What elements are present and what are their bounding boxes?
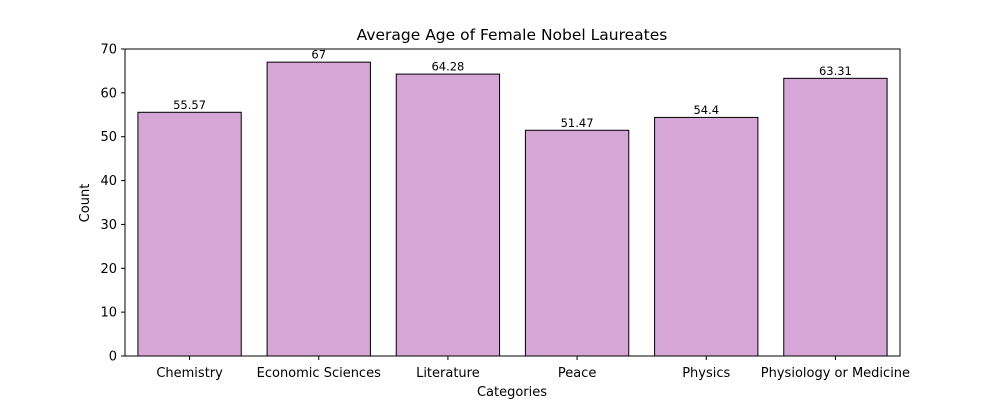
plot-area: 0 10 20 30 40 50 60 70 55.57 Chemistry 67 Economic … xyxy=(100,43,910,382)
data-label: 54.4 xyxy=(693,103,719,117)
y-tick-label: 0 xyxy=(109,350,117,365)
y-tick-label: 10 xyxy=(100,306,117,321)
y-tick-label: 20 xyxy=(100,262,117,277)
y-axis-label: Count xyxy=(78,184,93,223)
y-tick-label: 70 xyxy=(100,43,117,58)
data-label: 67 xyxy=(311,48,326,62)
bar-peace xyxy=(524,129,630,357)
data-label: 64.28 xyxy=(431,60,464,74)
data-label: 55.57 xyxy=(173,98,206,112)
x-tick-label: Physiology or Medicine xyxy=(761,366,910,381)
chart-title: Average Age of Female Nobel Laureates xyxy=(357,26,668,44)
plot-frame xyxy=(124,48,901,357)
x-axis-label: Categories xyxy=(477,385,547,400)
bar-physics xyxy=(654,116,759,357)
y-tick-label: 50 xyxy=(100,130,117,145)
bar-economic-sciences xyxy=(266,61,371,357)
y-tick-label: 40 xyxy=(100,174,117,189)
data-label: 51.47 xyxy=(561,116,594,130)
y-tick-label: 60 xyxy=(100,86,117,101)
bar-physiology-or-medicine xyxy=(783,77,888,357)
y-tick-label: 30 xyxy=(100,218,117,233)
bar-literature xyxy=(395,73,501,357)
x-tick-label: Economic Sciences xyxy=(257,366,381,381)
data-label: 63.31 xyxy=(819,64,852,78)
x-tick-label: Chemistry xyxy=(156,366,223,381)
x-tick-label: Literature xyxy=(416,366,480,381)
x-tick-label: Physics xyxy=(682,366,730,381)
bar-chemistry xyxy=(137,111,242,357)
x-tick-label: Peace xyxy=(558,366,597,381)
